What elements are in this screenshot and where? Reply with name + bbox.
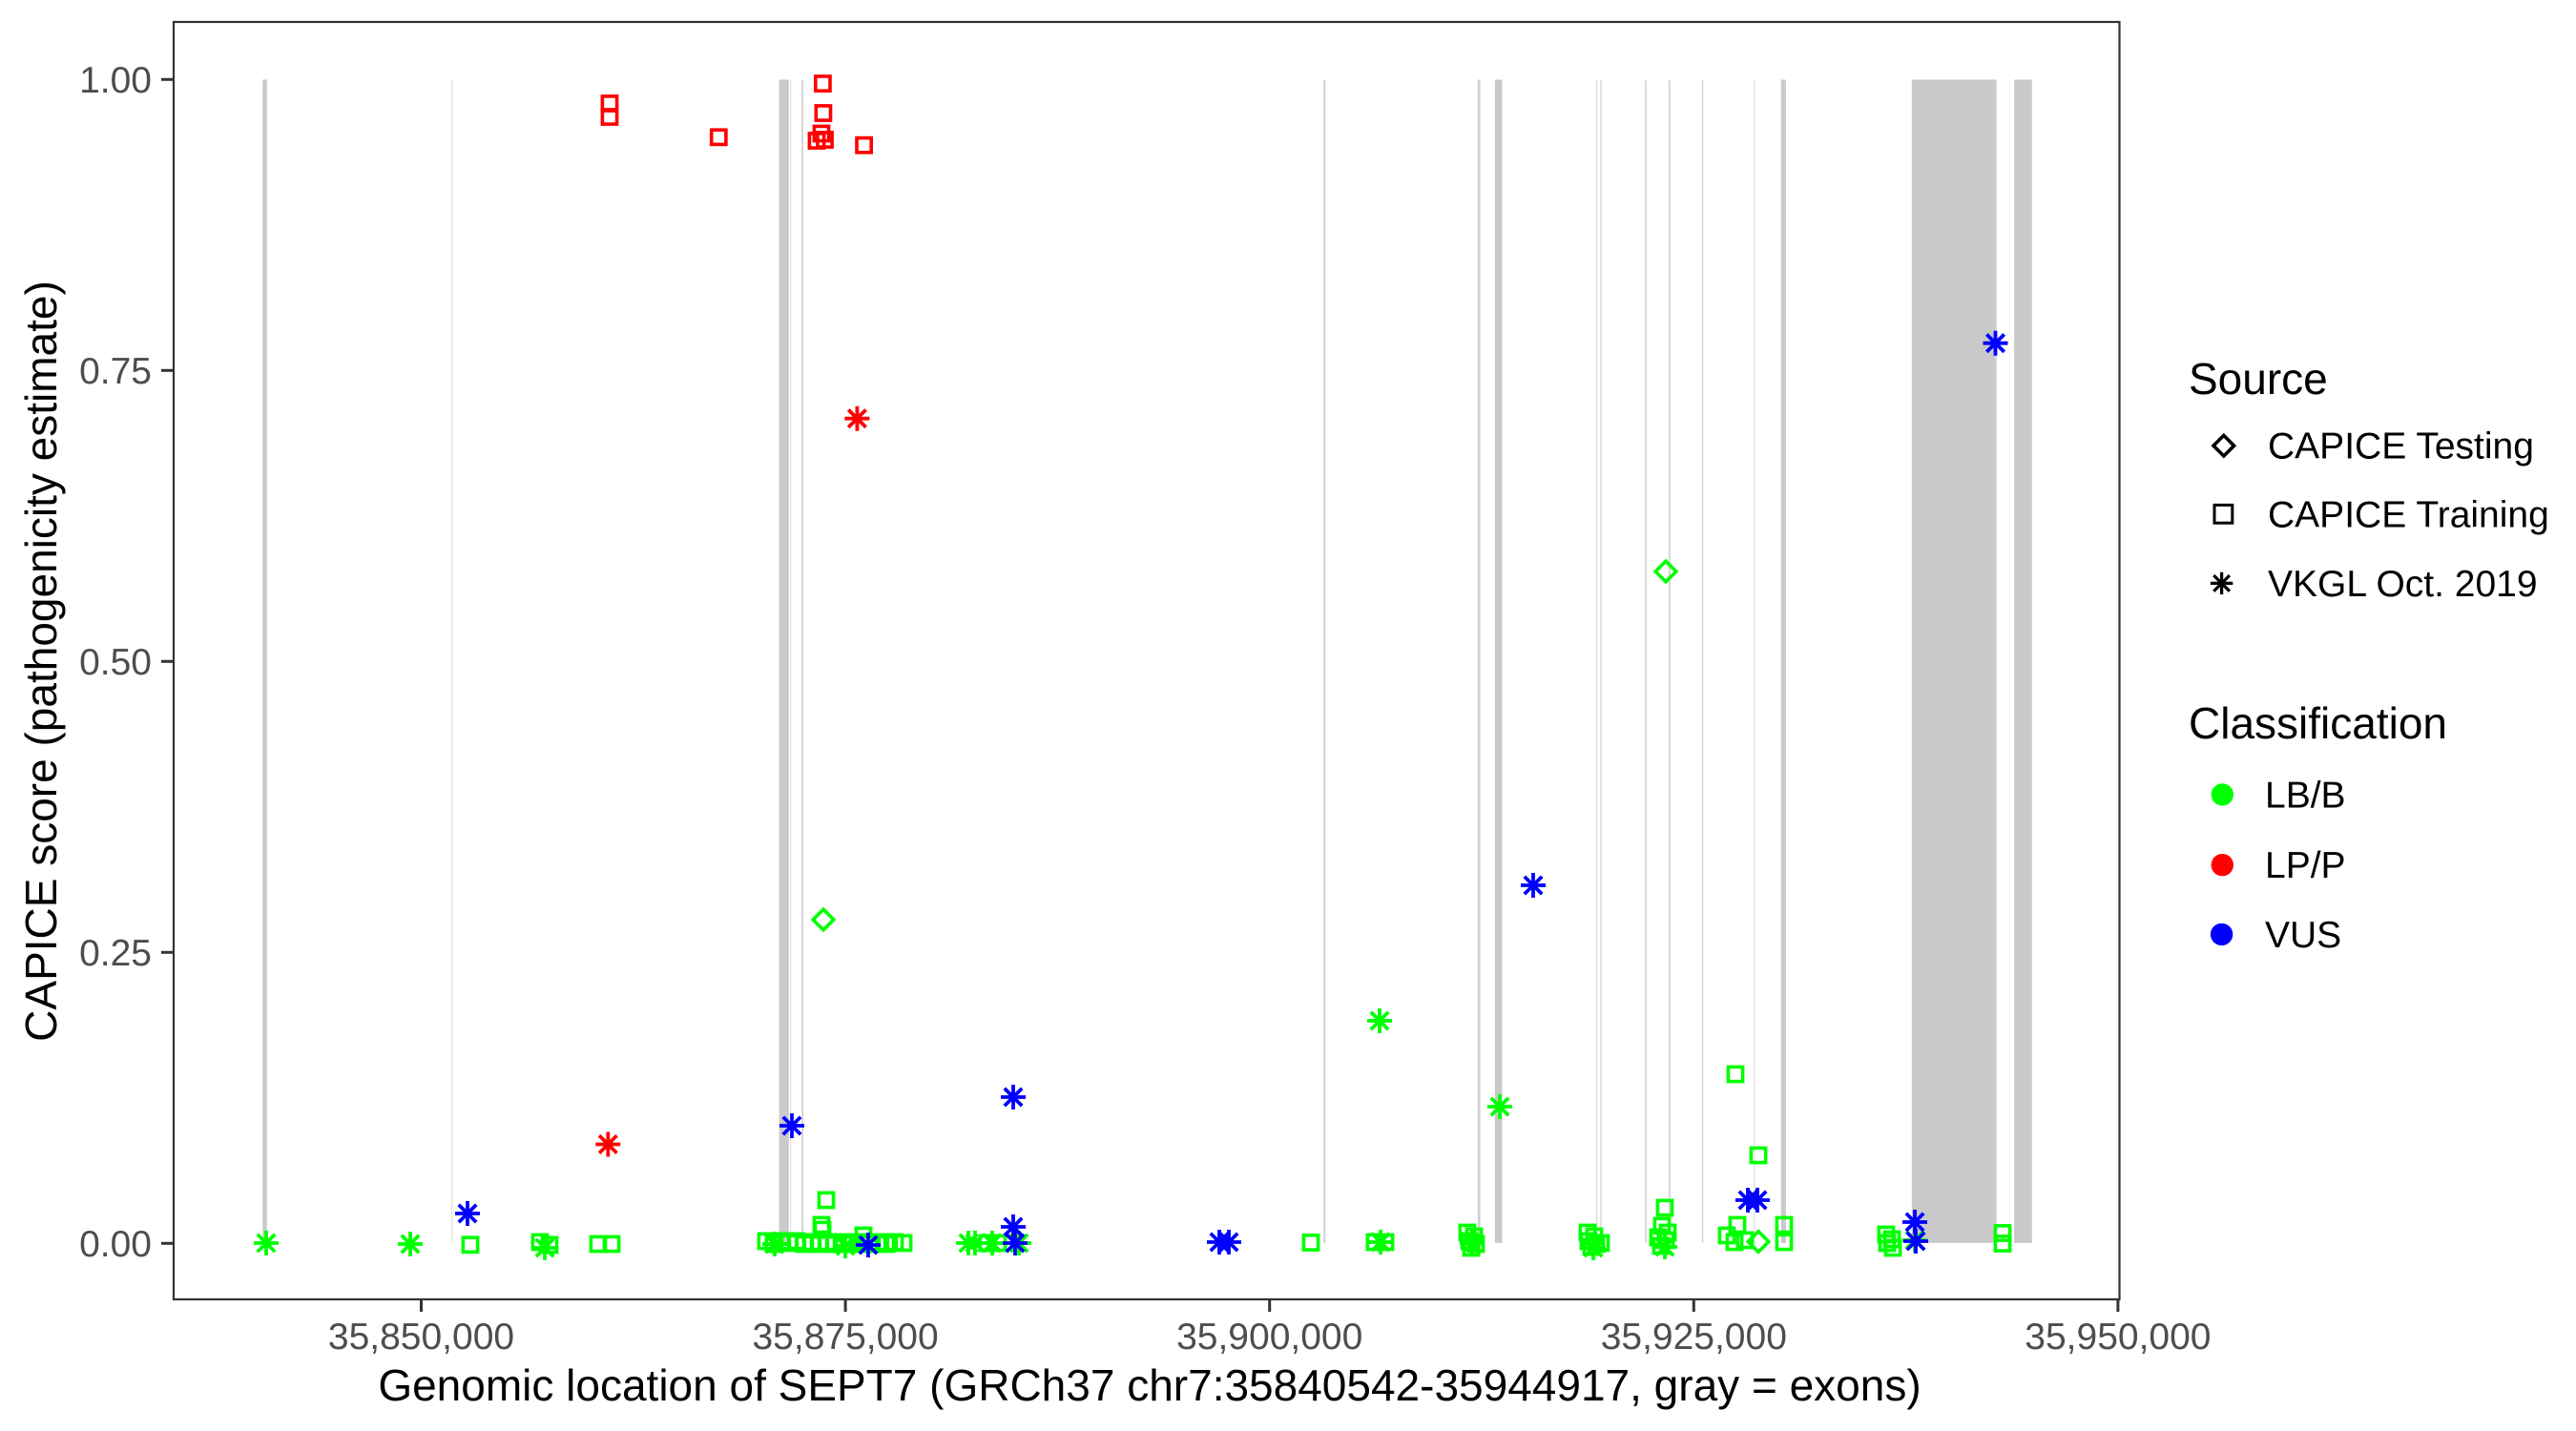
svg-text:LB/B: LB/B	[2265, 775, 2346, 816]
svg-text:35,850,000: 35,850,000	[328, 1317, 514, 1358]
svg-text:Classification: Classification	[2189, 698, 2447, 748]
svg-text:35,950,000: 35,950,000	[2025, 1317, 2211, 1358]
svg-text:CAPICE Training: CAPICE Training	[2268, 494, 2549, 535]
svg-text:VUS: VUS	[2265, 915, 2341, 956]
svg-text:VKGL Oct. 2019: VKGL Oct. 2019	[2268, 564, 2538, 605]
svg-text:CAPICE Testing: CAPICE Testing	[2268, 426, 2534, 467]
svg-text:LP/P: LP/P	[2265, 845, 2346, 886]
svg-text:35,875,000: 35,875,000	[752, 1317, 938, 1358]
svg-text:1.00: 1.00	[79, 60, 152, 101]
svg-text:0.25: 0.25	[79, 933, 152, 974]
svg-text:Source: Source	[2189, 354, 2328, 404]
svg-text:Genomic location of SEPT7 (GRC: Genomic location of SEPT7 (GRCh37 chr7:3…	[378, 1360, 1921, 1410]
svg-text:35,900,000: 35,900,000	[1176, 1317, 1362, 1358]
svg-text:CAPICE score (pathogenicity es: CAPICE score (pathogenicity estimate)	[16, 280, 66, 1042]
svg-text:0.00: 0.00	[79, 1224, 152, 1265]
svg-text:35,925,000: 35,925,000	[1601, 1317, 1787, 1358]
svg-text:0.75: 0.75	[79, 351, 152, 392]
svg-text:0.50: 0.50	[79, 642, 152, 683]
